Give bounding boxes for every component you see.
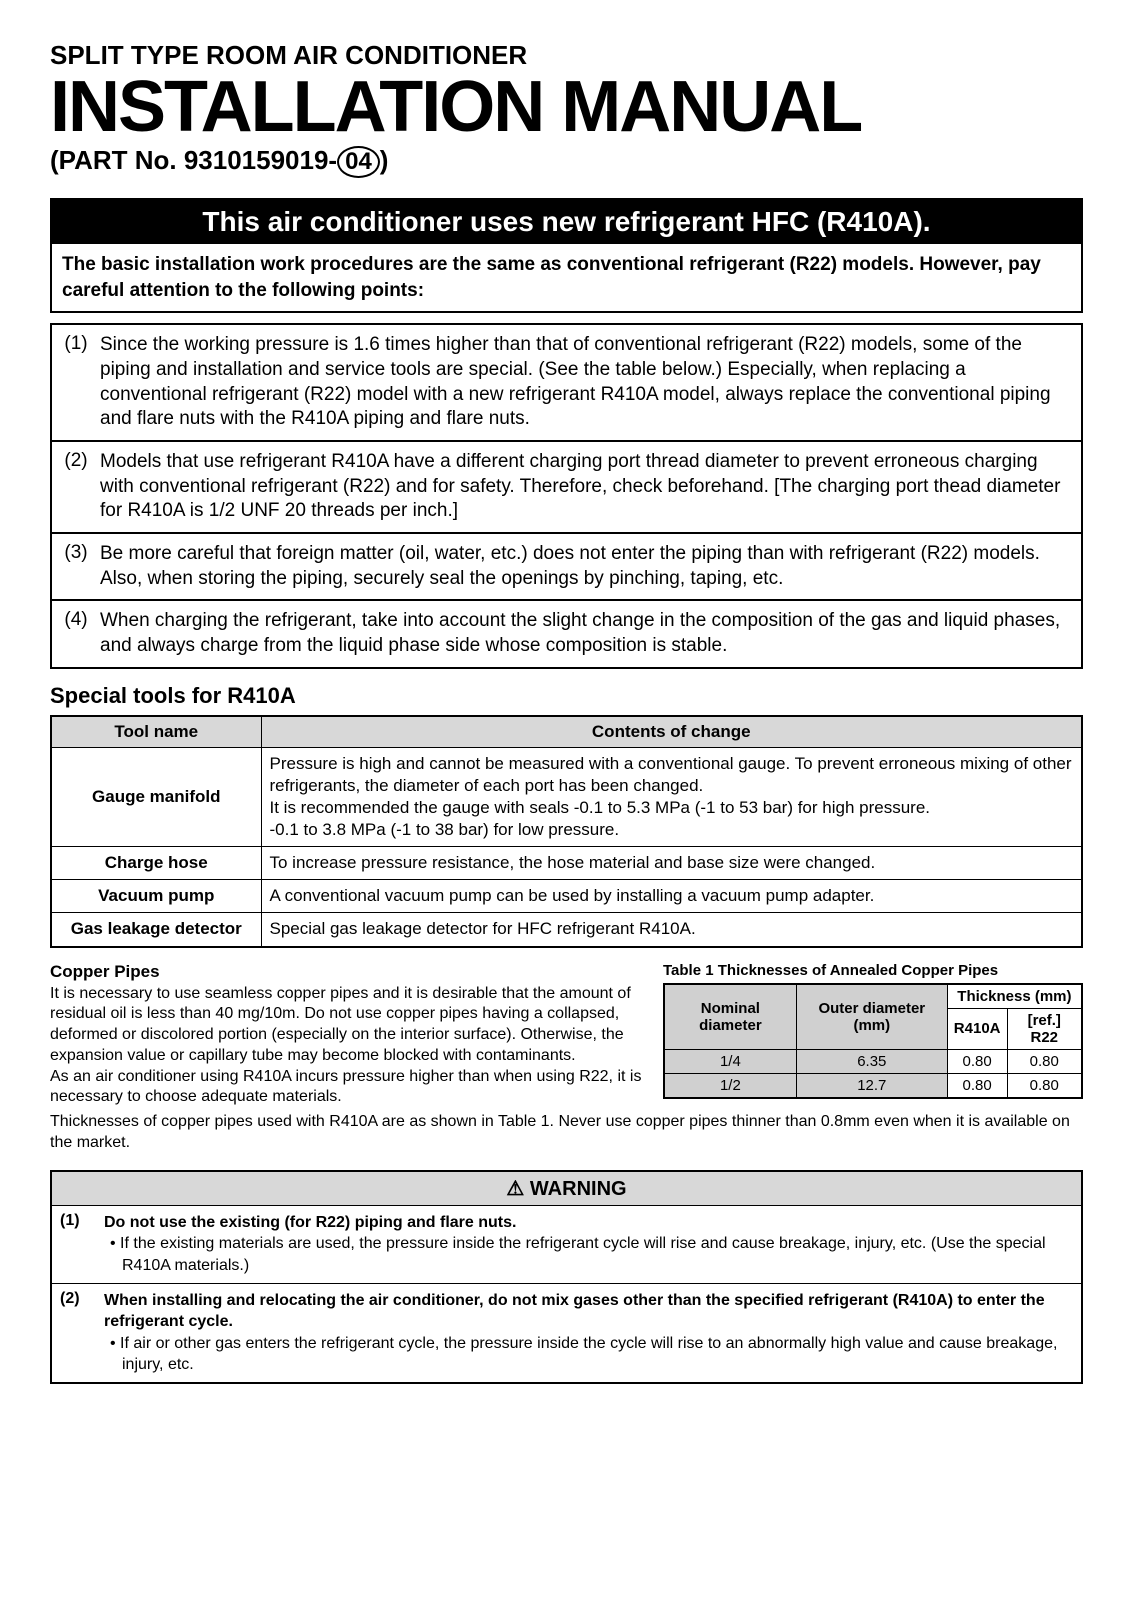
- tool-row: Gauge manifoldPressure is high and canno…: [51, 747, 1082, 846]
- thickness-row: 1/46.350.800.80: [664, 1049, 1082, 1073]
- warning-bullet: • If the existing materials are used, th…: [104, 1233, 1073, 1276]
- copper-section: Copper Pipes It is necessary to use seam…: [50, 962, 1083, 1109]
- thickness-cell-outer: 6.35: [796, 1049, 947, 1073]
- warning-number: (2): [60, 1290, 104, 1376]
- banner-box: This air conditioner uses new refrigeran…: [50, 198, 1083, 313]
- warning-item: (1)Do not use the existing (for R22) pip…: [52, 1206, 1081, 1284]
- tool-name: Gauge manifold: [51, 747, 261, 846]
- part-prefix: (PART No. 9310159019-: [50, 145, 337, 175]
- part-number: (PART No. 9310159019-04): [50, 145, 1083, 178]
- tool-desc: To increase pressure resistance, the hos…: [261, 847, 1082, 880]
- tools-heading: Special tools for R410A: [50, 683, 1083, 709]
- warning-body: When installing and relocating the air c…: [104, 1290, 1073, 1376]
- point-row: (3)Be more careful that foreign matter (…: [52, 534, 1081, 601]
- warning-lead: Do not use the existing (for R22) piping…: [104, 1212, 1073, 1234]
- numbered-points: (1)Since the working pressure is 1.6 tim…: [50, 323, 1083, 669]
- tool-row: Vacuum pumpA conventional vacuum pump ca…: [51, 880, 1082, 913]
- point-number: (4): [52, 601, 100, 666]
- main-title: INSTALLATION MANUAL: [50, 71, 1083, 143]
- warning-number: (1): [60, 1212, 104, 1277]
- warning-box: ⚠ WARNING (1)Do not use the existing (fo…: [50, 1170, 1083, 1384]
- part-suffix: ): [380, 145, 389, 175]
- thickness-cell-r22: 0.80: [1007, 1073, 1082, 1098]
- tool-desc: Pressure is high and cannot be measured …: [261, 747, 1082, 846]
- th-tool-name: Tool name: [51, 716, 261, 748]
- point-row: (1)Since the working pressure is 1.6 tim…: [52, 325, 1081, 442]
- part-rev: 04: [337, 146, 380, 178]
- warning-item: (2)When installing and relocating the ai…: [52, 1284, 1081, 1382]
- th-nominal: Nominal diameter: [664, 984, 796, 1050]
- thickness-table: Nominal diameter Outer diameter (mm) Thi…: [663, 983, 1083, 1099]
- thickness-cell-nominal: 1/4: [664, 1049, 796, 1073]
- th-r22: [ref.] R22: [1007, 1008, 1082, 1049]
- tool-name: Gas leakage detector: [51, 913, 261, 947]
- th-outer: Outer diameter (mm): [796, 984, 947, 1050]
- th-r410a: R410A: [947, 1008, 1007, 1049]
- refrigerant-banner: This air conditioner uses new refrigeran…: [52, 200, 1081, 244]
- point-row: (2)Models that use refrigerant R410A hav…: [52, 442, 1081, 534]
- tool-name: Vacuum pump: [51, 880, 261, 913]
- tools-table: Tool name Contents of change Gauge manif…: [50, 715, 1083, 948]
- thickness-cell-outer: 12.7: [796, 1073, 947, 1098]
- warning-bullet: • If air or other gas enters the refrige…: [104, 1333, 1073, 1376]
- copper-para1: It is necessary to use seamless copper p…: [50, 984, 649, 1067]
- point-number: (1): [52, 325, 100, 440]
- intro-text: The basic installation work procedures a…: [52, 244, 1081, 311]
- point-text: Since the working pressure is 1.6 times …: [100, 325, 1081, 440]
- thickness-row: 1/212.70.800.80: [664, 1073, 1082, 1098]
- warning-lead: When installing and relocating the air c…: [104, 1290, 1073, 1333]
- copper-heading: Copper Pipes: [50, 962, 649, 982]
- warning-body: Do not use the existing (for R22) piping…: [104, 1212, 1073, 1277]
- tool-row: Gas leakage detectorSpecial gas leakage …: [51, 913, 1082, 947]
- tool-desc: Special gas leakage detector for HFC ref…: [261, 913, 1082, 947]
- thickness-cell-r410a: 0.80: [947, 1049, 1007, 1073]
- copper-bottom-text: Thicknesses of copper pipes used with R4…: [50, 1112, 1083, 1154]
- copper-para2: As an air conditioner using R410A incurs…: [50, 1067, 649, 1109]
- tool-desc: A conventional vacuum pump can be used b…: [261, 880, 1082, 913]
- th-contents-change: Contents of change: [261, 716, 1082, 748]
- point-text: Be more careful that foreign matter (oil…: [100, 534, 1081, 599]
- tool-name: Charge hose: [51, 847, 261, 880]
- thickness-cell-nominal: 1/2: [664, 1073, 796, 1098]
- point-row: (4)When charging the refrigerant, take i…: [52, 601, 1081, 668]
- point-text: Models that use refrigerant R410A have a…: [100, 442, 1081, 532]
- point-number: (3): [52, 534, 100, 599]
- table1-caption: Table 1 Thicknesses of Annealed Copper P…: [663, 962, 1083, 979]
- tool-row: Charge hoseTo increase pressure resistan…: [51, 847, 1082, 880]
- warning-header: ⚠ WARNING: [52, 1172, 1081, 1206]
- point-text: When charging the refrigerant, take into…: [100, 601, 1081, 666]
- thickness-cell-r22: 0.80: [1007, 1049, 1082, 1073]
- th-thickness: Thickness (mm): [947, 984, 1082, 1009]
- point-number: (2): [52, 442, 100, 532]
- thickness-cell-r410a: 0.80: [947, 1073, 1007, 1098]
